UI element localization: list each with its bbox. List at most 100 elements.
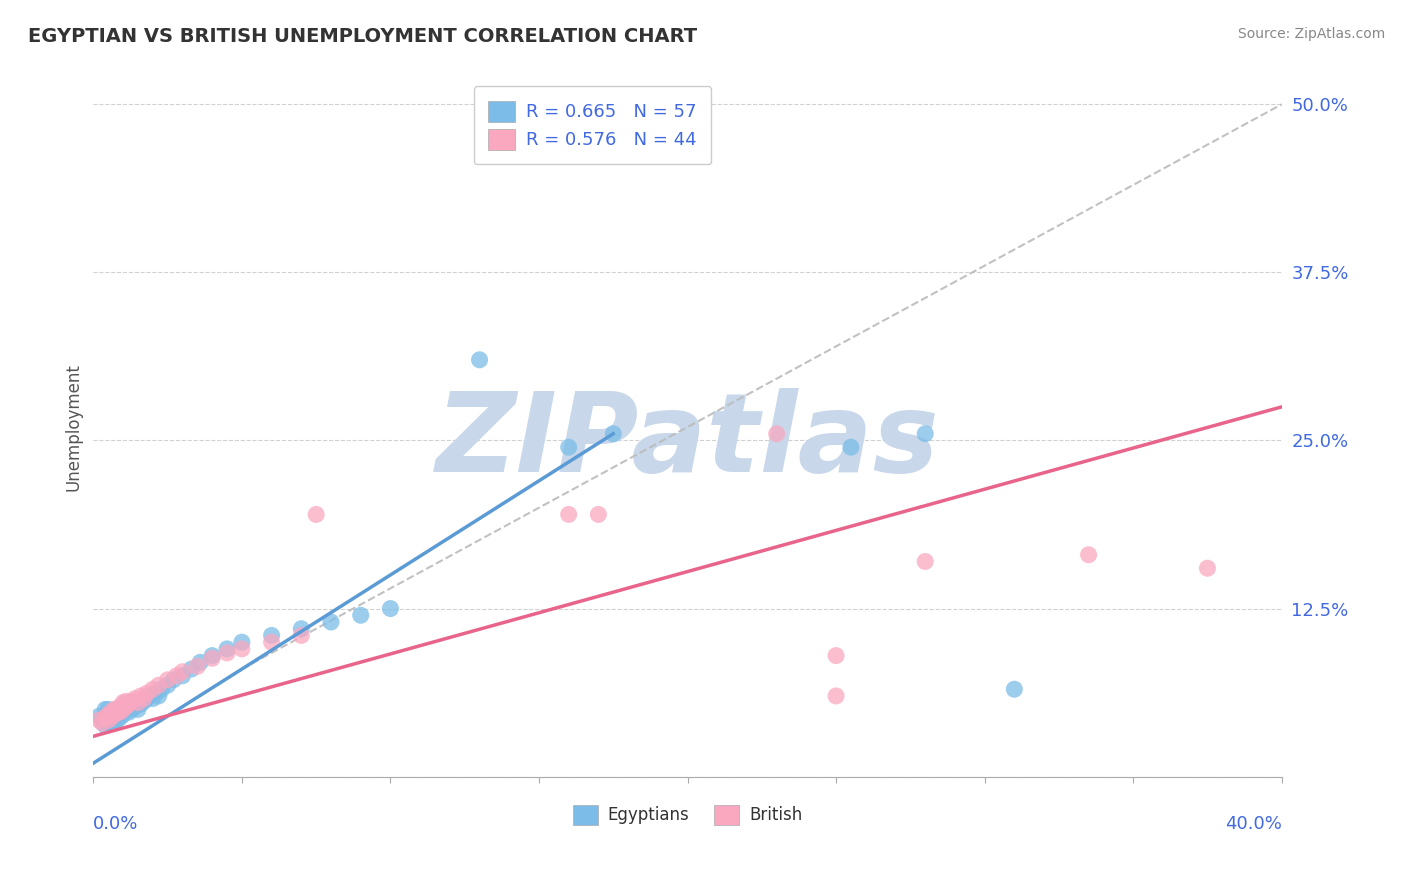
- Point: [115, 702, 138, 716]
- Point: [118, 705, 141, 719]
- Point: [115, 699, 138, 714]
- Point: [118, 699, 141, 714]
- Point: [172, 665, 194, 679]
- Y-axis label: Unemployment: Unemployment: [65, 363, 82, 491]
- Point: [89, 709, 111, 723]
- Point: [97, 715, 120, 730]
- Point: [1197, 561, 1219, 575]
- Point: [127, 702, 149, 716]
- Point: [825, 689, 848, 703]
- Point: [108, 705, 131, 719]
- Point: [127, 696, 149, 710]
- Point: [180, 662, 202, 676]
- Point: [290, 622, 312, 636]
- Point: [148, 678, 170, 692]
- Point: [557, 508, 579, 522]
- Point: [305, 508, 328, 522]
- Point: [121, 694, 143, 708]
- Point: [148, 689, 170, 703]
- Point: [112, 696, 135, 710]
- Point: [201, 651, 224, 665]
- Point: [319, 615, 342, 629]
- Point: [124, 691, 146, 706]
- Point: [94, 718, 117, 732]
- Point: [156, 678, 179, 692]
- Point: [89, 713, 111, 727]
- Point: [150, 682, 173, 697]
- Point: [156, 673, 179, 687]
- Point: [215, 641, 238, 656]
- Point: [127, 696, 149, 710]
- Point: [100, 710, 122, 724]
- Point: [105, 702, 128, 716]
- Text: 40.0%: 40.0%: [1225, 815, 1282, 833]
- Text: Source: ZipAtlas.com: Source: ZipAtlas.com: [1237, 27, 1385, 41]
- Point: [135, 691, 157, 706]
- Point: [914, 554, 936, 568]
- Point: [100, 715, 122, 730]
- Point: [97, 713, 120, 727]
- Point: [188, 656, 211, 670]
- Point: [112, 702, 135, 716]
- Text: 0.0%: 0.0%: [93, 815, 139, 833]
- Point: [94, 710, 117, 724]
- Point: [132, 694, 155, 708]
- Point: [97, 707, 120, 722]
- Text: ZIPatlas: ZIPatlas: [436, 387, 939, 494]
- Point: [105, 707, 128, 722]
- Point: [231, 635, 253, 649]
- Point: [103, 715, 125, 730]
- Point: [115, 697, 138, 711]
- Point: [124, 699, 146, 714]
- Point: [765, 426, 787, 441]
- Point: [172, 669, 194, 683]
- Point: [105, 702, 128, 716]
- Point: [588, 508, 610, 522]
- Point: [166, 669, 188, 683]
- Point: [1077, 548, 1099, 562]
- Point: [290, 628, 312, 642]
- Point: [145, 686, 167, 700]
- Point: [91, 713, 114, 727]
- Point: [115, 694, 138, 708]
- Point: [103, 709, 125, 723]
- Point: [108, 699, 131, 714]
- Point: [129, 689, 152, 703]
- Point: [97, 702, 120, 716]
- Point: [121, 702, 143, 716]
- Point: [468, 352, 491, 367]
- Point: [118, 697, 141, 711]
- Point: [129, 697, 152, 711]
- Point: [139, 689, 162, 703]
- Point: [94, 702, 117, 716]
- Point: [162, 673, 184, 687]
- Point: [557, 440, 579, 454]
- Point: [839, 440, 862, 454]
- Point: [260, 628, 283, 642]
- Point: [380, 601, 402, 615]
- Point: [105, 713, 128, 727]
- Point: [97, 713, 120, 727]
- Point: [186, 659, 208, 673]
- Point: [602, 426, 624, 441]
- Point: [108, 705, 131, 719]
- Point: [103, 707, 125, 722]
- Point: [103, 705, 125, 719]
- Point: [108, 710, 131, 724]
- Point: [112, 702, 135, 716]
- Point: [100, 707, 122, 722]
- Text: EGYPTIAN VS BRITISH UNEMPLOYMENT CORRELATION CHART: EGYPTIAN VS BRITISH UNEMPLOYMENT CORRELA…: [28, 27, 697, 45]
- Point: [215, 646, 238, 660]
- Point: [103, 702, 125, 716]
- Point: [135, 686, 157, 700]
- Point: [914, 426, 936, 441]
- Legend: Egyptians, British: Egyptians, British: [565, 798, 810, 831]
- Point: [91, 715, 114, 730]
- Point: [121, 696, 143, 710]
- Point: [112, 699, 135, 714]
- Point: [142, 682, 165, 697]
- Point: [231, 641, 253, 656]
- Point: [100, 705, 122, 719]
- Point: [132, 691, 155, 706]
- Point: [142, 691, 165, 706]
